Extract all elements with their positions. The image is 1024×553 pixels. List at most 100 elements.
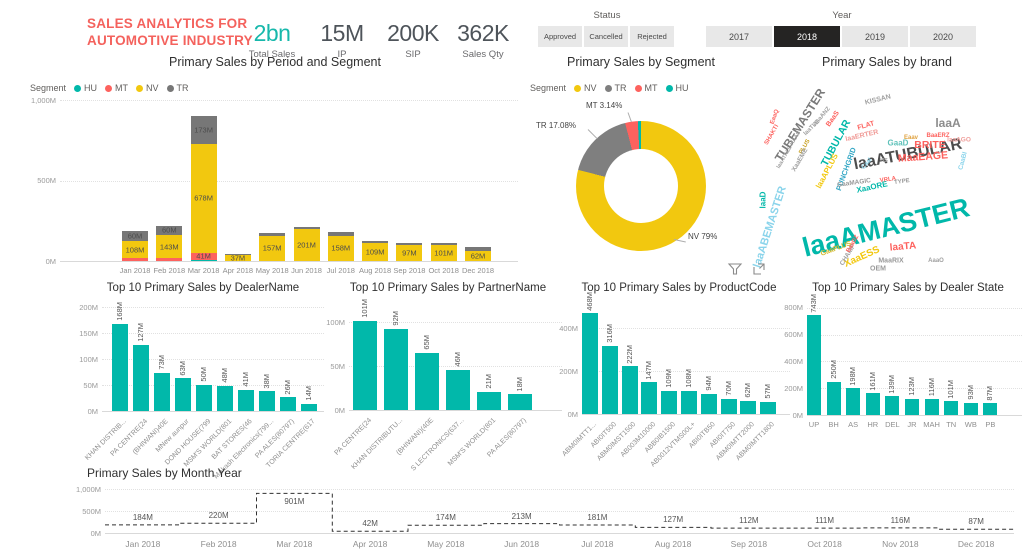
legend-item-tr[interactable]: TR: [166, 83, 189, 93]
brand-word[interactable]: MaaEAGE: [897, 149, 949, 165]
bar[interactable]: [846, 388, 861, 415]
bar[interactable]: [983, 403, 998, 415]
bar[interactable]: [826, 381, 841, 415]
stacked-bar[interactable]: 158M: [327, 231, 354, 261]
legend-item-nv[interactable]: NV: [574, 83, 597, 93]
bar[interactable]: [112, 323, 128, 411]
bar[interactable]: [353, 321, 377, 410]
bar-segment-mt[interactable]: [122, 258, 148, 261]
stacked-bar[interactable]: 62M: [465, 247, 491, 261]
stacked-bar[interactable]: 108M 60M: [122, 231, 148, 261]
bar-segment-nv[interactable]: 158M: [327, 235, 354, 261]
brand-word[interactable]: XaaEME: [790, 147, 810, 173]
bar[interactable]: [508, 394, 532, 410]
bar[interactable]: [154, 373, 170, 411]
legend-item-mt[interactable]: MT: [634, 83, 658, 93]
bar-segment-tr[interactable]: 60M: [122, 231, 148, 242]
brand-word[interactable]: laaABEMASTER: [751, 184, 789, 270]
bar-segment-nv[interactable]: 97M: [396, 245, 423, 261]
stacked-bar[interactable]: 41M 678M 173M: [190, 115, 217, 261]
brand-word[interactable]: HS: [880, 158, 888, 164]
bar-segment-mt[interactable]: [156, 258, 183, 261]
year-option-2017[interactable]: 2017: [706, 26, 772, 47]
bar[interactable]: [865, 393, 880, 415]
stacked-bar[interactable]: 143M 60M: [156, 225, 183, 261]
status-option-cancelled[interactable]: Cancelled: [584, 26, 628, 47]
brand-word[interactable]: laaA: [935, 116, 961, 130]
legend-item-tr[interactable]: TR: [604, 83, 627, 93]
bar-segment-tr[interactable]: [259, 233, 286, 236]
bar[interactable]: [963, 402, 978, 415]
bar-segment-tr[interactable]: 60M: [156, 225, 183, 236]
stacked-bar[interactable]: 201M: [293, 226, 320, 261]
legend-item-hu[interactable]: HU: [74, 83, 97, 93]
brand-word[interactable]: OEM: [870, 265, 886, 273]
status-option-rejected[interactable]: Rejected: [630, 26, 674, 47]
bar-segment-nv[interactable]: 157M: [259, 235, 286, 261]
bar[interactable]: [944, 401, 959, 415]
bar[interactable]: [582, 313, 598, 414]
legend-item-hu[interactable]: HU: [665, 83, 689, 93]
bar-segment-tr[interactable]: [465, 247, 491, 252]
bar[interactable]: [924, 399, 939, 415]
bar[interactable]: [301, 403, 317, 411]
bar-segment-nv[interactable]: 143M: [156, 235, 183, 259]
bar[interactable]: [641, 382, 658, 414]
stacked-bar[interactable]: 109M: [362, 240, 389, 261]
brand-word[interactable]: EaaQ: [769, 108, 781, 126]
bar-segment-tr[interactable]: [293, 226, 320, 229]
bar[interactable]: [477, 391, 501, 410]
bar[interactable]: [446, 369, 470, 410]
bar-segment-mt[interactable]: 41M: [190, 252, 217, 261]
stacked-bar[interactable]: 97M: [396, 242, 423, 261]
bar[interactable]: [905, 398, 919, 415]
year-option-2020[interactable]: 2020: [910, 26, 976, 47]
bar[interactable]: [681, 390, 697, 414]
bar-segment-hu[interactable]: [190, 259, 217, 261]
year-option-2018[interactable]: 2018: [774, 26, 840, 47]
brand-word[interactable]: GaaD: [887, 138, 909, 148]
bar[interactable]: [760, 401, 777, 414]
filter-funnel-icon[interactable]: [727, 261, 743, 277]
status-option-approved[interactable]: Approved: [538, 26, 582, 47]
bar-segment-nv[interactable]: 109M: [362, 243, 389, 261]
bar-segment-tr[interactable]: [396, 242, 423, 246]
bar-segment-nv[interactable]: 678M: [190, 143, 217, 253]
bar-segment-nv[interactable]: 62M: [465, 251, 491, 261]
bar-segment-tr[interactable]: 173M: [190, 115, 217, 144]
bar[interactable]: [259, 391, 275, 411]
stacked-bar[interactable]: 157M: [259, 233, 286, 261]
brand-word[interactable]: Eaav: [903, 135, 919, 141]
bar[interactable]: [661, 390, 678, 414]
brand-word[interactable]: laaD: [758, 191, 768, 209]
bar[interactable]: [601, 346, 618, 414]
expand-icon[interactable]: [751, 261, 767, 277]
bar[interactable]: [415, 352, 439, 410]
bar[interactable]: [217, 386, 233, 411]
bar-segment-tr[interactable]: [430, 243, 457, 245]
bar[interactable]: [740, 400, 757, 414]
brand-word[interactable]: BRITE: [914, 139, 946, 151]
bar-segment-nv[interactable]: 37M: [224, 254, 251, 263]
bar[interactable]: [807, 315, 821, 415]
legend-item-mt[interactable]: MT: [105, 83, 128, 93]
brand-word[interactable]: laaTA: [889, 240, 917, 254]
brand-word[interactable]: AaaO: [928, 258, 944, 264]
brand-word[interactable]: TYPE: [893, 177, 911, 187]
bar[interactable]: [280, 397, 296, 411]
bar-segment-nv[interactable]: 101M: [430, 244, 457, 261]
bar[interactable]: [384, 329, 408, 410]
bar-segment-nv[interactable]: 201M: [293, 228, 320, 261]
brand-word[interactable]: laaAGO: [947, 136, 971, 144]
stacked-bar[interactable]: 37M: [224, 254, 251, 263]
brand-word[interactable]: SHAKTI: [763, 123, 781, 147]
bar[interactable]: [238, 389, 254, 411]
bar[interactable]: [720, 398, 737, 414]
bar[interactable]: [175, 378, 191, 411]
brand-word[interactable]: MaaRIX: [878, 257, 904, 265]
bar-segment-nv[interactable]: 108M: [122, 241, 148, 259]
bar-segment-tr[interactable]: [224, 254, 251, 256]
year-option-2019[interactable]: 2019: [842, 26, 908, 47]
bar[interactable]: [885, 396, 900, 415]
bar-segment-tr[interactable]: [327, 231, 354, 236]
